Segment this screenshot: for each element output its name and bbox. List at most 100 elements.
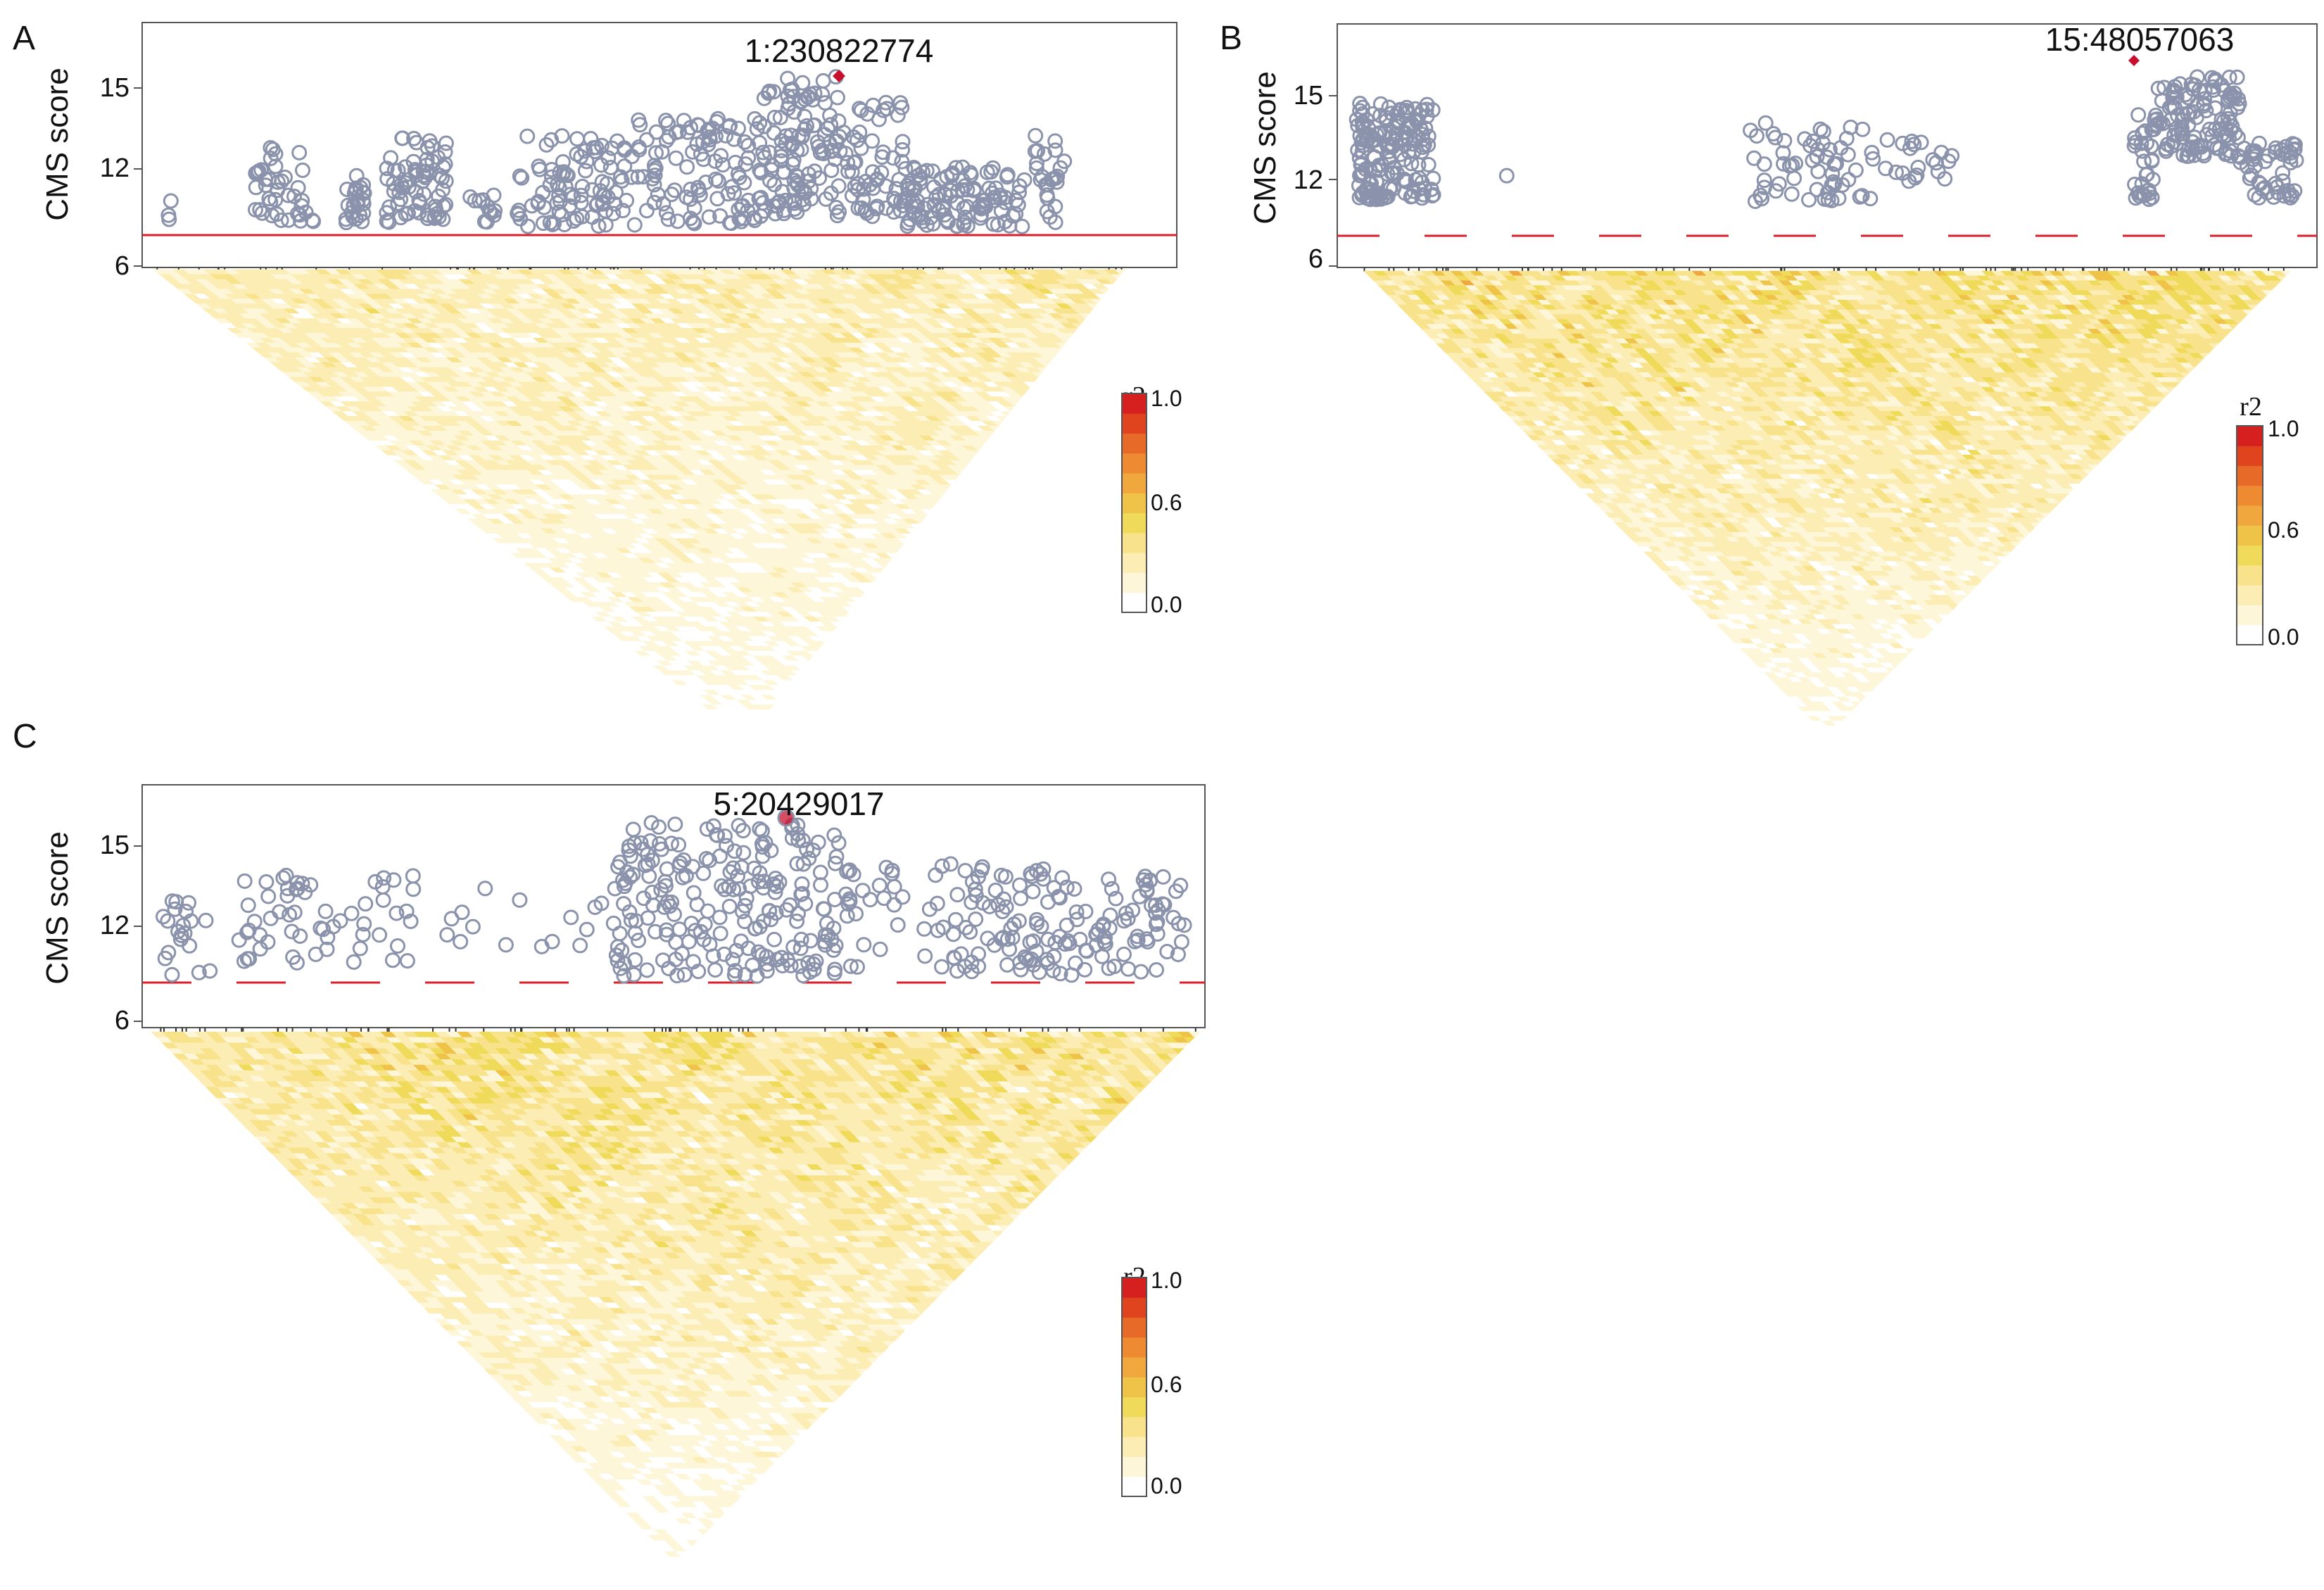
score-point (1008, 206, 1024, 222)
score-point (658, 113, 674, 129)
score-point (878, 94, 894, 111)
score-point (639, 203, 655, 219)
score-point (462, 189, 479, 205)
panel-label: A (13, 20, 35, 57)
score-point (925, 216, 941, 232)
y-tick-labels: 6 12 15 (100, 73, 130, 281)
score-point (584, 182, 600, 198)
score-point (973, 207, 990, 223)
score-point (850, 182, 866, 198)
score-point (762, 172, 778, 189)
score-point (557, 179, 574, 194)
score-point (624, 169, 640, 185)
score-point (959, 218, 975, 234)
score-point (664, 187, 680, 203)
score-point (1049, 174, 1065, 190)
score-point (338, 211, 354, 227)
score-point (850, 132, 865, 149)
score-point (959, 182, 975, 198)
score-point (679, 159, 695, 175)
score-point (1028, 127, 1044, 144)
score-point (831, 178, 847, 194)
score-point (1002, 217, 1018, 234)
score-point (405, 153, 422, 170)
score-point (658, 205, 674, 221)
score-point (390, 163, 406, 179)
score-point (290, 179, 306, 196)
score-point (926, 179, 942, 195)
score-point (161, 211, 177, 227)
score-point (999, 167, 1016, 183)
score-point (740, 203, 756, 219)
score-point (730, 165, 746, 182)
score-point (1037, 146, 1052, 162)
score-point (766, 84, 782, 100)
score-point (780, 70, 796, 87)
score-point (660, 211, 676, 227)
score-point (850, 200, 866, 216)
y-ticks (134, 87, 142, 267)
score-point (731, 201, 747, 217)
score-point (511, 202, 526, 218)
score-point (829, 208, 845, 224)
score-point (612, 169, 629, 185)
score-point (569, 146, 585, 162)
score-point (419, 139, 436, 156)
score-point (781, 96, 797, 112)
score-point (647, 168, 663, 184)
score-point (631, 141, 648, 158)
score-point (566, 213, 582, 229)
score-point (555, 167, 571, 183)
score-point (897, 160, 914, 177)
score-point (815, 72, 831, 89)
score-point (163, 193, 179, 209)
score-point (434, 170, 450, 186)
score-point (912, 171, 928, 187)
score-point (286, 189, 302, 204)
score-point (1027, 144, 1043, 159)
score-point (265, 141, 281, 158)
score-point (393, 191, 409, 208)
score-point (294, 193, 310, 209)
score-point (818, 191, 834, 207)
score-point (823, 117, 839, 133)
score-point (814, 142, 830, 158)
score-point (519, 128, 536, 144)
score-point (709, 191, 726, 207)
score-point (747, 111, 763, 127)
score-point (731, 211, 747, 227)
score-point (814, 86, 831, 102)
score-point (838, 146, 854, 162)
score-point (535, 184, 551, 201)
score-point (648, 124, 664, 140)
score-point (291, 207, 308, 223)
y-axis-label: CMS score (40, 68, 75, 221)
score-point (435, 182, 451, 198)
score-point (415, 163, 431, 179)
score-point (828, 133, 844, 149)
score-point (930, 202, 947, 218)
score-point (394, 130, 410, 146)
score-point (594, 137, 610, 153)
panel-a: A CMS score 6 12 15 1:230822774 r2 1.0 0… (13, 20, 1182, 740)
score-point (436, 198, 452, 214)
score-point (415, 173, 431, 189)
score-point (724, 215, 740, 232)
score-point (830, 89, 845, 106)
peak-marker (833, 70, 845, 82)
score-point (1047, 133, 1063, 149)
ld-heatmap (153, 269, 1125, 740)
score-point (626, 217, 643, 233)
score-point (847, 179, 863, 195)
score-point (701, 209, 717, 225)
score-point (1005, 208, 1021, 224)
plot-frame (141, 22, 1177, 268)
y-tick-label: 6 (115, 251, 130, 281)
score-point (554, 207, 569, 223)
score-point (753, 165, 769, 181)
score-point (280, 187, 296, 203)
score-point (577, 143, 593, 159)
score-point (985, 216, 1002, 232)
score-point (379, 171, 396, 187)
score-point (438, 196, 454, 213)
